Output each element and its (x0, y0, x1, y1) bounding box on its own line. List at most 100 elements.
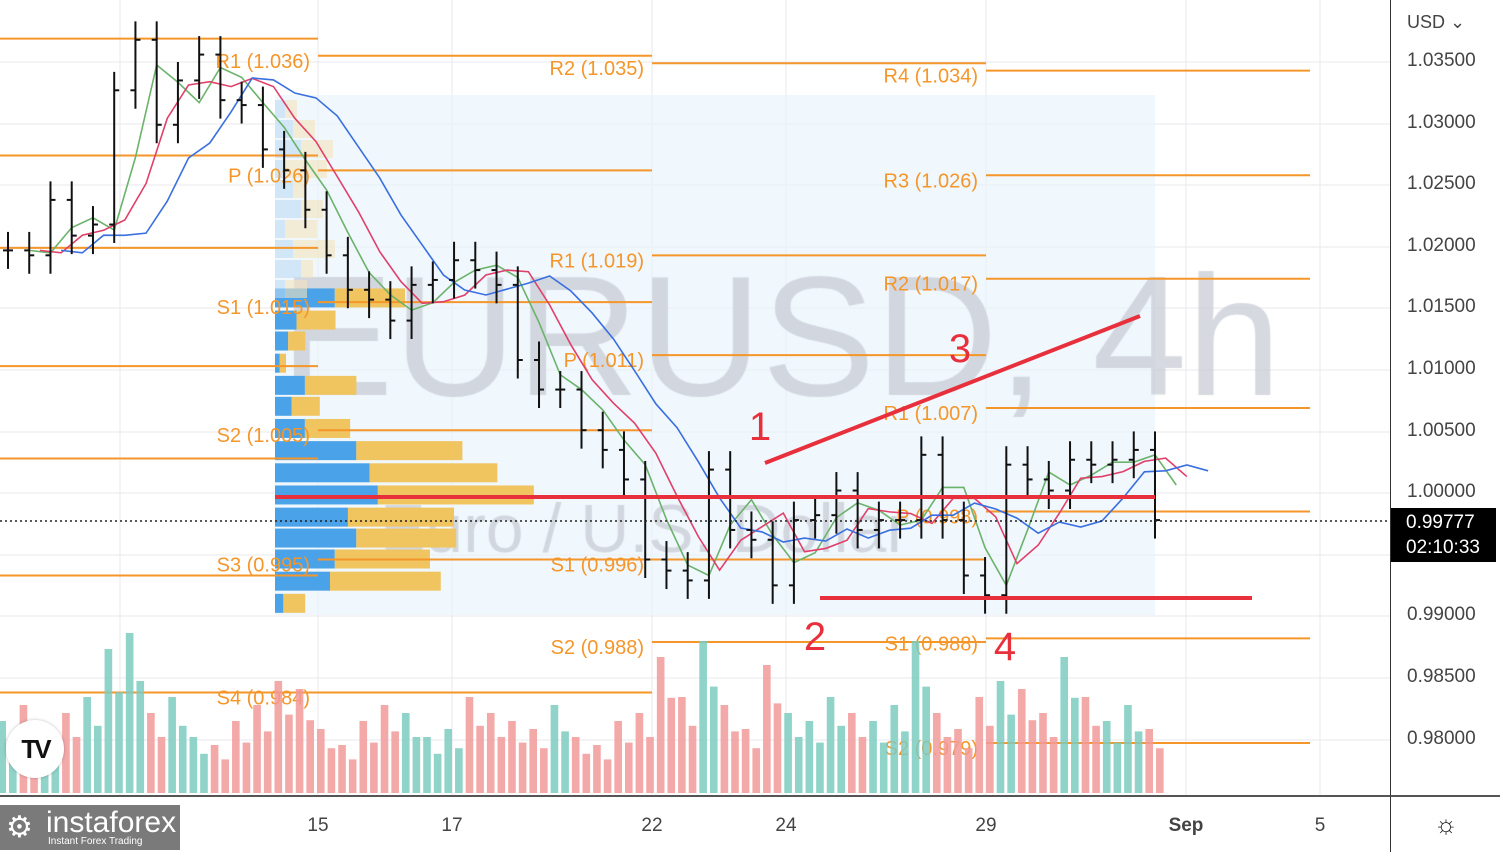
ohlc-bar (725, 451, 736, 549)
ohlc-bar (24, 231, 35, 274)
volume-bar (954, 729, 962, 793)
ma-mid-line (39, 77, 1188, 572)
volume-profile-down-bar (304, 418, 351, 438)
pivot-label: S4 (0.984) (217, 688, 310, 710)
date-tick: 17 (441, 815, 463, 836)
ohlc-bar (130, 21, 141, 109)
pivot-label: R1 (1.007) (884, 403, 979, 425)
volume-bar (826, 697, 835, 793)
ohlc-bar (491, 251, 502, 304)
ohlc-bar (449, 241, 460, 299)
volume-bar (603, 759, 612, 793)
volume-bar (508, 721, 516, 793)
volume-bar (189, 737, 198, 793)
pivot-label: S2 (0.979) (885, 738, 978, 760)
ohlc-bar (321, 191, 332, 274)
price-chart[interactable]: R1 (1.036) P (1.026) S1 (1.015) S2 (1.005) S… (0, 0, 1390, 795)
pivot-label: R1 (1.019) (550, 250, 645, 272)
ohlc-bar (534, 341, 545, 409)
price-axis[interactable]: USD ⌄ 1.03500 1.03000 1.02500 1.02000 1.0150… (1390, 0, 1500, 795)
volume-bar (529, 729, 538, 793)
volume-bar (848, 713, 856, 793)
volume-bar (93, 725, 102, 793)
volume-bar (794, 737, 803, 793)
volume-profile-down-bar-faint (293, 240, 335, 258)
volume-profile-up-bar-faint (275, 180, 293, 198)
volume-bar (624, 742, 633, 793)
volume-bar (1145, 729, 1153, 793)
instaforex-logo: ⚙ instaforex Instant Forex Trading (0, 805, 180, 850)
volume-bar (1113, 742, 1122, 793)
volume-profile-up-bar-faint (275, 280, 285, 298)
volume-bar (614, 721, 622, 793)
volume-bar (486, 713, 495, 793)
ohlc-bar (279, 130, 290, 189)
volume-bar (306, 720, 314, 793)
volume-bar (763, 665, 771, 793)
settings-gear-icon[interactable]: ☼ (1390, 795, 1500, 852)
ohlc-bar (767, 521, 778, 604)
volume-profile-up-bar (275, 593, 284, 613)
volume-bar (83, 697, 91, 793)
volume-bar (444, 729, 453, 793)
volume-profile-down-bar (279, 353, 287, 373)
ohlc-bar (406, 266, 417, 340)
pivot-label: S3 (0.995) (217, 555, 310, 577)
volume-bar (210, 745, 219, 793)
ohlc-bar (1086, 441, 1097, 484)
volume-bar (1081, 697, 1090, 793)
volume-profile-up-bar-faint (275, 160, 285, 178)
volume-bar (699, 641, 707, 793)
volume-profile-down-bar (330, 571, 441, 591)
ohlc-bar (852, 472, 863, 549)
ohlc-bar (236, 81, 247, 124)
volume-bar (178, 725, 187, 793)
volume-profile-up-bar-faint (275, 200, 301, 218)
tradingview-logo: TV (6, 720, 64, 778)
ohlc-bar (342, 236, 353, 309)
ohlc-bar (661, 541, 672, 590)
pivot-label: S1 (1.015) (217, 297, 310, 319)
volume-profile-down-bar (369, 463, 498, 483)
currency-selector[interactable]: USD ⌄ (1407, 12, 1465, 33)
ohlc-bar (1128, 431, 1139, 479)
ohlc-bar (1001, 446, 1012, 614)
pivot-label: S1 (0.996) (551, 555, 644, 577)
ohlc-bar (215, 36, 226, 119)
pivot-label: S2 (0.988) (551, 637, 644, 659)
volume-bar (571, 737, 580, 793)
price-tick: 0.98500 (1407, 666, 1476, 687)
volume-bar (497, 737, 506, 793)
volume-bar (720, 705, 729, 793)
volume-profile-down-bar (288, 331, 306, 351)
date-tick: 29 (975, 815, 997, 836)
volume-bar (401, 713, 410, 793)
volume-bar (136, 681, 145, 793)
pivot-label: S2 (1.005) (217, 425, 310, 447)
volume-bar (943, 737, 952, 793)
volume-bar (890, 705, 899, 793)
volume-bar (253, 705, 261, 793)
volume-profile-up-bar (275, 549, 335, 569)
date-tick: 5 (1314, 815, 1326, 836)
price-tick: 1.03000 (1407, 112, 1476, 133)
volume-profile-up-bar (275, 310, 297, 330)
price-tick: 1.02500 (1407, 173, 1476, 194)
time-axis[interactable]: 15 17 22 24 29 Sep 5 (0, 795, 1390, 852)
volume-bar (911, 641, 920, 793)
volume-profile-up-bar (275, 441, 357, 461)
broker-tagline: Instant Forex Trading (48, 836, 143, 847)
volume-bar (104, 649, 113, 793)
volume-profile-up-bar (275, 528, 357, 548)
volume-bar (805, 721, 814, 793)
volume-profile-up-bar (275, 507, 348, 527)
volume-profile-up-bar (275, 418, 305, 438)
volume-bar (348, 759, 357, 793)
volume-bar (1039, 713, 1047, 793)
price-tick: 1.00000 (1407, 481, 1476, 502)
chevron-down-icon: ⌄ (1450, 12, 1466, 32)
volume-bar (932, 713, 941, 793)
volume-bar (741, 729, 750, 793)
volume-bar (901, 731, 909, 793)
volume-bar (773, 703, 782, 793)
